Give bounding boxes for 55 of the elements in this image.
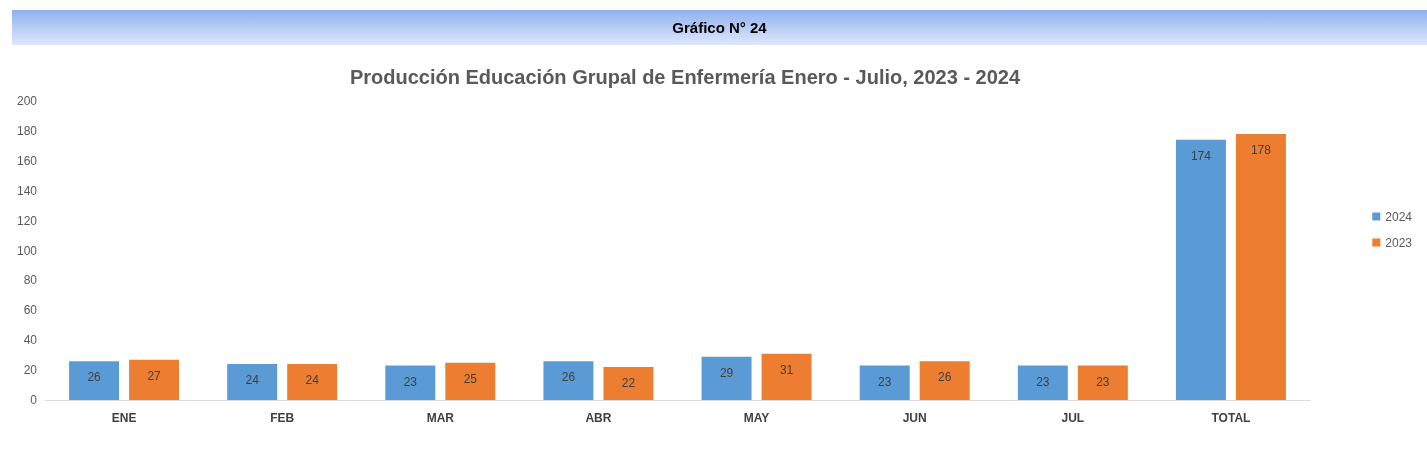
x-tick-label: MAY [743, 411, 770, 425]
y-tick-label: 80 [23, 273, 38, 288]
data-label: 23 [878, 374, 892, 389]
bar [859, 365, 910, 400]
data-label: 26 [561, 370, 576, 385]
bar [69, 361, 120, 400]
bar [287, 364, 338, 400]
chart-subtitle: Producción Educación Grupal de Enfermería Enero - Julio, 2023 - 2024 [349, 66, 1021, 88]
bar [761, 353, 812, 400]
x-tick-label: ENE [111, 411, 137, 425]
y-tick-label: 100 [16, 243, 38, 258]
y-tick-label: 40 [23, 333, 38, 348]
bar [1235, 133, 1286, 400]
x-tick-label: ABR [585, 411, 612, 425]
data-label: 23 [403, 374, 418, 389]
bar [1017, 365, 1068, 400]
bar [603, 367, 654, 400]
data-label: 26 [87, 370, 102, 385]
x-tick-label: JUL [1061, 411, 1085, 425]
x-tick-label: TOTAL [1211, 411, 1251, 425]
bar [543, 361, 594, 400]
data-label: 29 [719, 365, 734, 380]
y-tick-label: 120 [16, 213, 38, 228]
data-label: 26 [938, 370, 952, 385]
data-label: 22 [621, 376, 636, 391]
legend-label: 2023 [1385, 235, 1413, 250]
data-label: 24 [305, 373, 320, 388]
bar [701, 356, 752, 400]
data-label: 31 [779, 362, 794, 377]
bar [129, 359, 180, 400]
y-tick-label: 20 [23, 363, 38, 378]
y-tick-label: 0 [30, 393, 38, 407]
data-label: 23 [1096, 374, 1110, 389]
y-tick-label: 160 [16, 153, 38, 168]
y-tick-label: 140 [16, 183, 38, 198]
bar [227, 364, 278, 400]
bar [385, 365, 436, 400]
data-label: 25 [463, 371, 478, 386]
x-tick-label: MAR [426, 411, 455, 425]
data-label: 24 [245, 373, 260, 388]
y-tick-label: 200 [16, 94, 38, 108]
chart-title: Gráfico N° 24 [12, 10, 1427, 45]
data-label: 23 [1036, 374, 1050, 389]
y-tick-label: 60 [23, 303, 38, 318]
x-tick-label: JUN [902, 411, 927, 425]
data-label: 27 [147, 368, 162, 383]
bar [919, 361, 970, 400]
legend-label: 2024 [1385, 209, 1413, 224]
x-tick-label: FEB [270, 411, 295, 425]
bar [1175, 139, 1226, 400]
bar [1077, 365, 1128, 400]
y-tick-label: 180 [16, 123, 38, 138]
data-label: 174 [1190, 148, 1212, 163]
bar [445, 362, 496, 400]
data-label: 178 [1250, 142, 1272, 157]
